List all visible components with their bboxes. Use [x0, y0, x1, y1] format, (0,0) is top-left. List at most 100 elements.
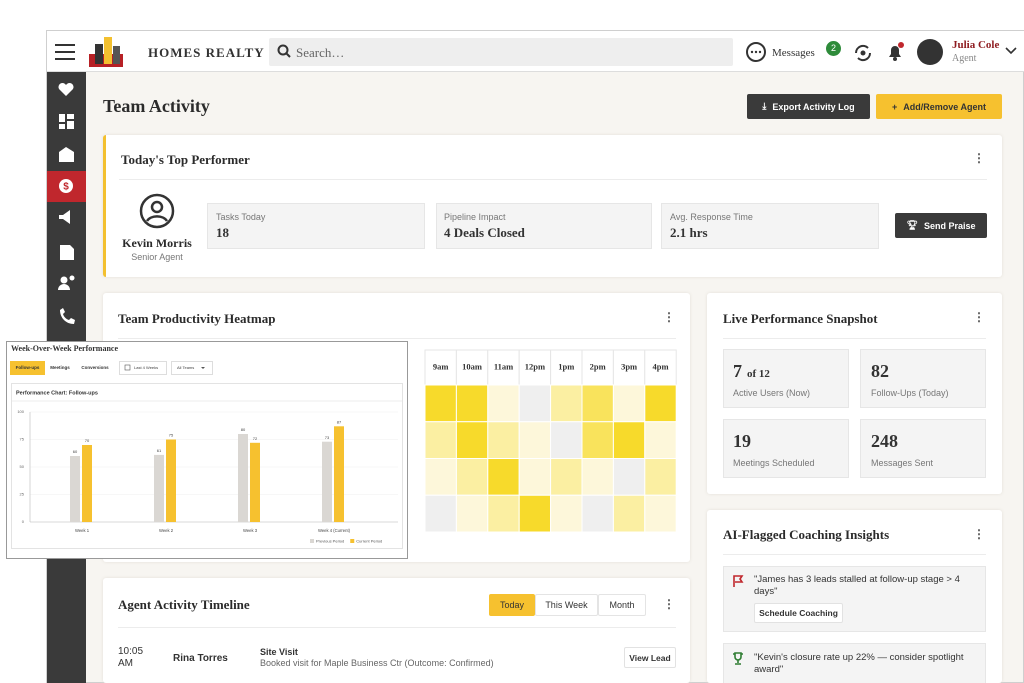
stat-value: 2.1 hrs [670, 225, 708, 240]
tab-active[interactable]: Today [489, 594, 535, 616]
chart-title: Performance Chart: Follow-ups [16, 390, 98, 396]
bar [334, 426, 344, 522]
tab[interactable]: This Week [535, 594, 598, 616]
tab-active[interactable] [10, 361, 45, 375]
card-menu[interactable]: ⋮ [973, 310, 985, 324]
schedule-coaching-button[interactable]: Schedule Coaching [754, 603, 843, 623]
card-menu[interactable]: ⋮ [973, 151, 985, 165]
heatmap-cell [424, 421, 457, 459]
heatmap-cell [550, 384, 583, 423]
nav-documents[interactable] [60, 245, 74, 260]
heatmap-header-cell [612, 349, 646, 386]
filter-label[interactable]: Last 4 Weeks [134, 365, 158, 370]
add-agent-button[interactable]: + Add/Remove Agent [876, 94, 1002, 119]
heatmap-cell [612, 421, 646, 459]
data-label: 73 [325, 435, 330, 440]
filter-dropdown[interactable] [119, 361, 167, 375]
heatmap-cell [455, 458, 489, 496]
user-avatar[interactable] [917, 39, 943, 65]
export-icon: ⤓ [762, 101, 767, 111]
card-title: Today's Top Performer [121, 152, 250, 167]
divider [118, 338, 676, 339]
heatmap-cell [581, 384, 614, 423]
user-name[interactable]: Julia Cole [952, 39, 1000, 51]
heatmap-column-label: 1pm [558, 361, 574, 371]
data-label: 70 [85, 438, 90, 443]
card-title: Agent Activity Timeline [118, 597, 250, 612]
x-tick-label: Week 1 [75, 528, 90, 533]
data-label: 61 [157, 448, 162, 453]
heatmap-header-cell [644, 349, 677, 386]
logo [89, 37, 123, 67]
bar [154, 454, 164, 522]
heatmap-cell [455, 384, 489, 423]
nav-dashboard[interactable] [59, 114, 74, 129]
heatmap-cell [581, 458, 614, 496]
nav-finance[interactable] [59, 179, 73, 193]
search-icon [277, 44, 291, 58]
filter-dropdown[interactable] [171, 361, 213, 375]
messages-label[interactable]: Messages [772, 47, 815, 59]
x-tick-label: Week 3 [243, 528, 258, 533]
nav-calls[interactable] [60, 308, 75, 324]
nav-agents[interactable] [58, 275, 75, 291]
search-box[interactable] [269, 38, 733, 66]
bar [250, 442, 260, 522]
add-agent-icon: + [892, 101, 898, 112]
stat-box [207, 203, 425, 249]
legend-label: Current Period [356, 539, 382, 544]
heatmap-cell [487, 421, 520, 459]
heatmap-header-cell [424, 349, 457, 386]
send-praise-label: Send Praise [923, 220, 976, 231]
timeline-agent: Rina Torres [173, 653, 228, 664]
heatmap-cell [550, 494, 583, 533]
snapshot-box [723, 349, 849, 408]
data-label: 75 [169, 433, 174, 438]
performer-name: Kevin Morris [122, 236, 192, 250]
page-title: Team Activity [103, 96, 210, 116]
snapshot-value: 248 [871, 431, 898, 451]
heatmap-cell [581, 421, 614, 459]
nav-marketing[interactable] [59, 210, 70, 224]
heatmap-cell [644, 384, 677, 423]
card-menu[interactable]: ⋮ [663, 597, 675, 611]
send-praise-button[interactable]: 🏆︎ Send Praise [895, 213, 987, 238]
messages-icon[interactable] [745, 41, 767, 63]
snapshot-suffix: of 12 [747, 368, 770, 380]
message-badge: 2 [826, 41, 841, 56]
heatmap-cell [612, 384, 646, 423]
export-button[interactable]: ⤓ Export Activity Log [747, 94, 870, 119]
filter-label[interactable]: All Teams [177, 365, 194, 370]
stat-box [436, 203, 652, 249]
insight-text: "James has 3 leads stalled at follow-up … [754, 574, 960, 597]
sync-icon[interactable] [852, 42, 874, 64]
heatmap-cell [518, 458, 552, 496]
heatmap-cell [612, 494, 646, 533]
x-tick-label: Week 2 [159, 528, 174, 533]
card-menu[interactable]: ⋮ [973, 527, 985, 541]
nav-finance-glyph: $ [63, 182, 69, 193]
notification-icon[interactable] [884, 40, 906, 64]
card-menu[interactable]: ⋮ [663, 310, 675, 324]
user-role: Agent [952, 53, 977, 64]
heatmap-column-label: 2pm [590, 361, 606, 371]
heatmap-cell [550, 421, 583, 459]
view-lead-button[interactable]: View Lead [624, 647, 676, 668]
nav-listings[interactable] [59, 147, 74, 162]
stat-box [661, 203, 879, 249]
menu-icon[interactable] [54, 42, 78, 62]
heatmap-column-label: 9am [433, 361, 449, 371]
search-placeholder: Search… [296, 45, 345, 60]
sidebar-icons: $ [47, 82, 86, 324]
tab-label[interactable]: Follow-ups [16, 365, 40, 370]
divider [723, 554, 986, 555]
stat-value: 4 Deals Closed [444, 225, 525, 240]
timeline-detail: Booked visit for Maple Business Ctr (Out… [260, 658, 494, 668]
heatmap-cell [455, 494, 489, 533]
nav-favorites[interactable] [58, 82, 74, 96]
tab[interactable]: Month [598, 594, 646, 616]
user-menu-chevron[interactable] [1004, 46, 1018, 56]
snapshot-label: Active Users (Now) [733, 388, 811, 398]
tab-label[interactable]: Conversions [81, 365, 109, 370]
tab-label[interactable]: Meetings [50, 365, 70, 370]
